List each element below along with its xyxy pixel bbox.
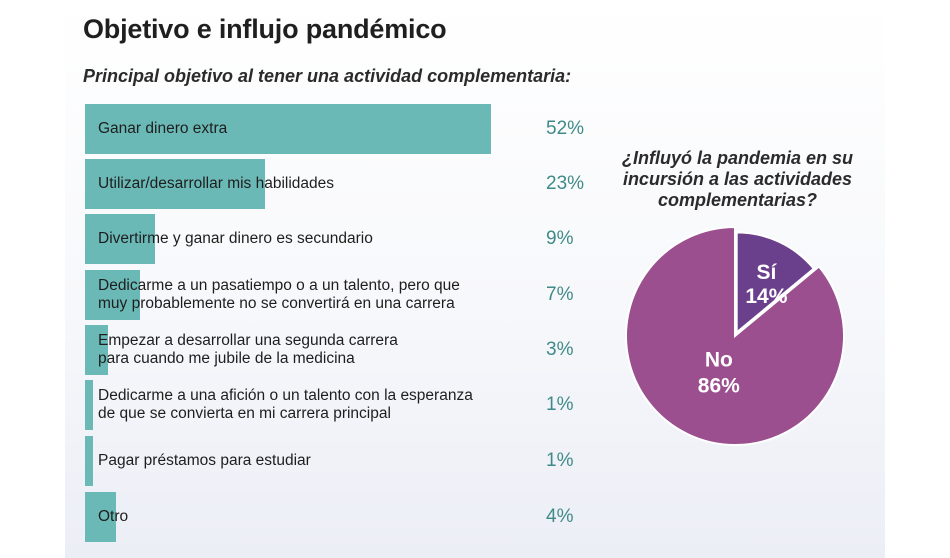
value-label: 4% <box>546 506 574 527</box>
category-label: Pagar préstamos para estudiar <box>98 452 311 469</box>
value-label: 52% <box>546 118 585 139</box>
bar-row: Ganar dinero extra 52% <box>85 104 595 154</box>
bar <box>85 159 265 209</box>
category-label: Divertirme y ganar dinero es secundario <box>98 230 373 247</box>
bar <box>85 380 93 430</box>
value-label: 9% <box>546 228 574 249</box>
pie-chart-title: ¿Influyó la pandemia en su incursión a l… <box>621 148 854 210</box>
pie-chart: Sí 14% No 86% <box>625 225 845 446</box>
bar <box>85 270 140 320</box>
bar-row: Empezar a desarrollar una segunda carrer… <box>85 325 595 375</box>
pie-label-si: Sí <box>756 261 777 284</box>
chart-title: Objetivo e influjo pandémico <box>83 14 447 44</box>
bar-row: Divertirme y ganar dinero es secundario … <box>85 214 595 264</box>
bar-chart-subtitle: Principal objetivo al tener una activida… <box>83 66 572 86</box>
bar <box>85 325 109 375</box>
pie-slice-no <box>625 225 845 446</box>
value-label: 23% <box>546 173 585 194</box>
bar-row: Dedicarme a una afición o un talento con… <box>85 380 595 430</box>
bar-row: Dedicarme a un pasatiempo o a un talento… <box>85 270 595 320</box>
pie-value-no: 86% <box>698 374 740 397</box>
category-label: Utilizar/desarrollar mis habilidades <box>98 175 335 192</box>
bar <box>85 436 93 486</box>
category-label: Dedicarme a una afición o un talento con… <box>98 387 473 422</box>
value-label: 7% <box>546 284 574 305</box>
value-label: 1% <box>546 394 574 415</box>
category-label: Ganar dinero extra <box>98 120 228 137</box>
bar-row: Utilizar/desarrollar mis habilidades 23% <box>85 159 595 209</box>
pie-label-no: No <box>705 348 733 371</box>
category-label: Otro <box>98 508 129 525</box>
category-label: Dedicarme a un pasatiempo o a un talento… <box>98 277 460 312</box>
value-label: 3% <box>546 339 574 360</box>
bar <box>85 492 117 542</box>
bar <box>85 214 156 264</box>
bar <box>85 104 491 154</box>
bar-row: Pagar préstamos para estudiar 1% <box>85 436 595 486</box>
pie-value-si: 14% <box>745 285 787 308</box>
category-label: Empezar a desarrollar una segunda carrer… <box>98 332 398 367</box>
pie-slice-si <box>735 231 816 335</box>
value-label: 1% <box>546 450 574 471</box>
bar-row: Otro 4% <box>85 492 595 542</box>
